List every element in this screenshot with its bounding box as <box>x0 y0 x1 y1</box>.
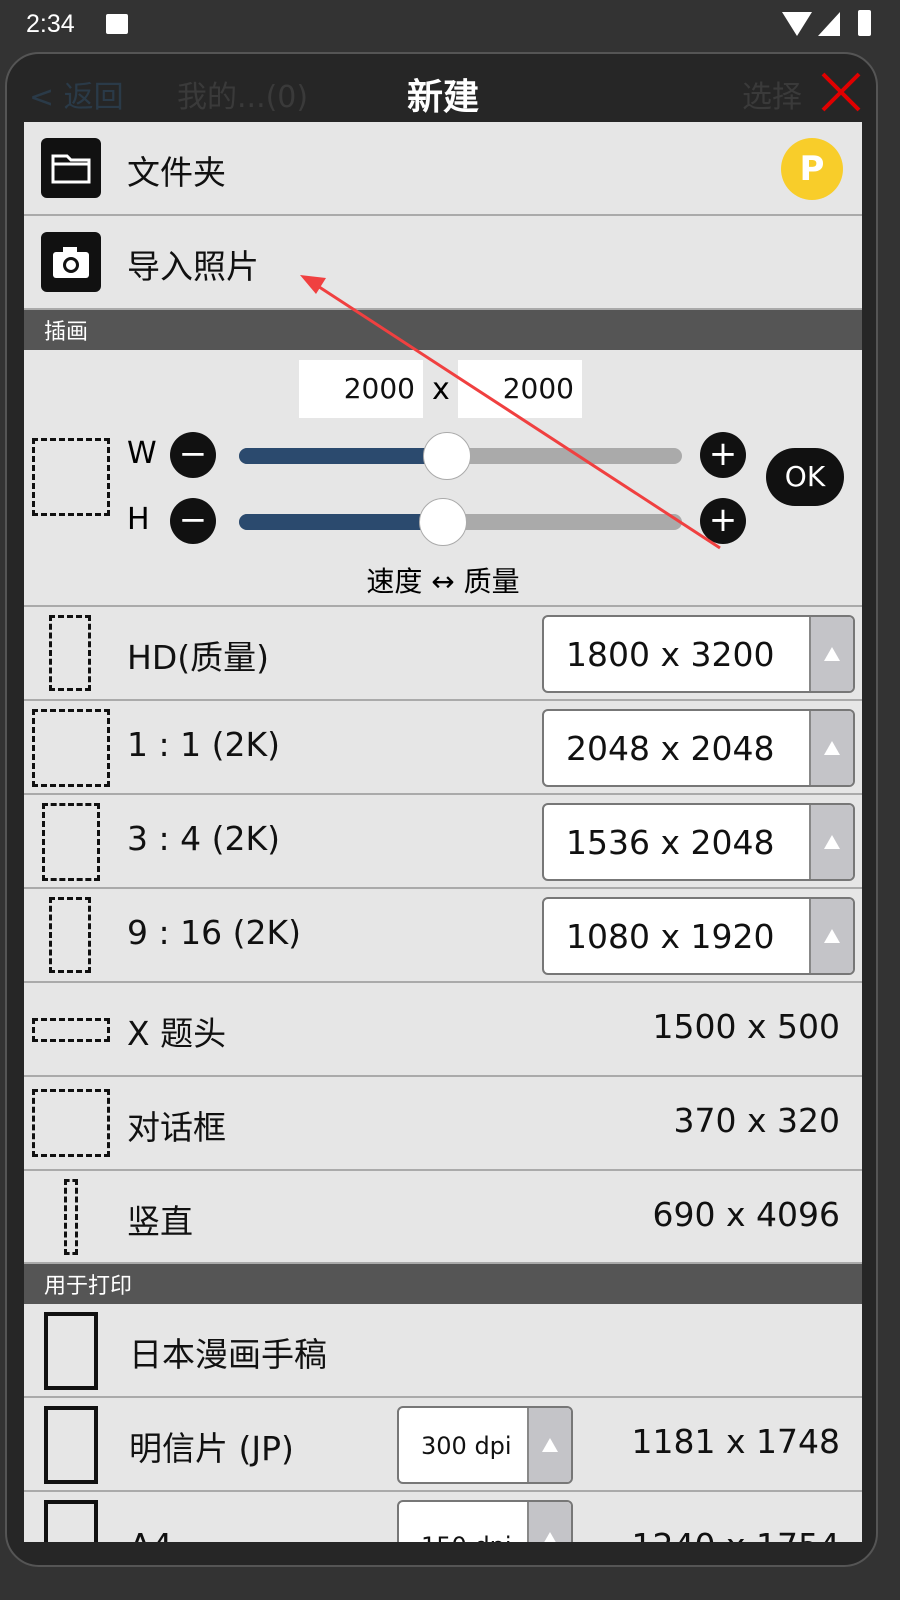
preset-row[interactable]: 9 : 16 (2K) 1080 x 1920 <box>24 889 862 983</box>
width-decrease-button[interactable]: − <box>170 432 216 478</box>
fixed-size-row[interactable]: 竖直 690 x 4096 <box>24 1171 862 1264</box>
status-time: 2:34 <box>26 10 75 38</box>
premium-badge[interactable]: P <box>781 138 843 200</box>
folder-item[interactable]: 文件夹 P <box>24 122 862 216</box>
a4-page-icon <box>44 1500 98 1542</box>
width-input[interactable]: 2000 <box>299 360 423 418</box>
print-size-value: 1181 x 1748 <box>631 1422 840 1461</box>
folder-icon <box>41 138 101 198</box>
vertical-canvas-icon <box>64 1179 78 1255</box>
banner-canvas-icon <box>32 1018 110 1042</box>
custom-size-panel: 2000 x 2000 W − + H − + OK 速度 ↔ 质量 <box>24 350 862 607</box>
fixed-size-value: 370 x 320 <box>673 1101 840 1140</box>
dialog-content: 文件夹 P 导入照片 插画 2000 x 2000 W − + H − + OK <box>24 122 862 1542</box>
portrait-9-16-canvas-icon <box>49 897 91 973</box>
section-print: 用于打印 <box>24 1264 862 1304</box>
close-icon[interactable] <box>819 70 863 114</box>
fixed-size-row[interactable]: X 题头 1500 x 500 <box>24 983 862 1077</box>
dropdown-arrow-icon <box>809 899 853 973</box>
width-increase-button[interactable]: + <box>700 432 746 478</box>
height-decrease-button[interactable]: − <box>170 498 216 544</box>
preset-size-value: 2048 x 2048 <box>566 729 775 768</box>
signal-icon <box>818 12 840 36</box>
preset-size-select[interactable]: 1080 x 1920 <box>542 897 855 975</box>
preset-row[interactable]: HD(质量) 1800 x 3200 <box>24 607 862 701</box>
portrait-canvas-icon <box>49 615 91 691</box>
fixed-size-row[interactable]: 对话框 370 x 320 <box>24 1077 862 1171</box>
width-slider-thumb[interactable] <box>423 432 472 480</box>
status-bar: 2:34 <box>0 0 900 50</box>
fixed-label: X 题头 <box>127 1014 227 1053</box>
preset-size-select[interactable]: 1800 x 3200 <box>542 615 855 693</box>
print-size-value: 1240 x 1754 <box>632 1526 840 1542</box>
print-label: 明信片 (JP) <box>129 1429 294 1468</box>
speed-quality-hint: 速度 ↔ 质量 <box>366 565 520 598</box>
background-back-link: < 返回 <box>29 80 124 115</box>
fixed-label: 对话框 <box>127 1108 226 1147</box>
square-canvas-icon <box>32 709 110 787</box>
preset-size-select[interactable]: 2048 x 2048 <box>542 709 855 787</box>
w-label: W <box>127 436 157 471</box>
portrait-3-4-canvas-icon <box>42 803 100 881</box>
fixed-label: 竖直 <box>127 1202 193 1241</box>
dropdown-arrow-icon <box>809 805 853 879</box>
dialog-canvas-icon <box>32 1089 110 1157</box>
dpi-select[interactable]: 300 dpi <box>397 1406 573 1484</box>
battery-charging-icon <box>858 10 871 36</box>
camera-icon <box>41 232 101 292</box>
preset-row[interactable]: 3 : 4 (2K) 1536 x 2048 <box>24 795 862 889</box>
dpi-select[interactable]: 150 dpi <box>397 1500 573 1542</box>
preset-label: 1 : 1 (2K) <box>127 725 280 764</box>
preset-size-value: 1536 x 2048 <box>566 823 775 862</box>
dropdown-arrow-icon <box>809 711 853 785</box>
times-sign: x <box>432 372 450 407</box>
fixed-size-value: 1500 x 500 <box>652 1007 840 1046</box>
folder-label: 文件夹 <box>127 153 226 192</box>
manga-page-icon <box>44 1312 98 1390</box>
preset-label: 9 : 16 (2K) <box>127 913 301 952</box>
section-illustration: 插画 <box>24 310 862 350</box>
dpi-value: 300 dpi <box>421 1432 512 1460</box>
image-icon <box>106 14 128 34</box>
wifi-icon <box>782 12 812 36</box>
background-select-link: 选择 <box>742 80 802 115</box>
dialog-title: 新建 <box>406 77 479 118</box>
height-input[interactable]: 2000 <box>458 360 582 418</box>
background-title: 我的...(0) <box>177 80 309 115</box>
preset-size-value: 1080 x 1920 <box>566 917 775 956</box>
height-increase-button[interactable]: + <box>700 498 746 544</box>
ok-button[interactable]: OK <box>766 448 844 506</box>
print-label: A4 <box>129 1526 173 1542</box>
dropdown-arrow-icon <box>527 1408 571 1482</box>
preset-label: 3 : 4 (2K) <box>127 819 280 858</box>
preset-label: HD(质量) <box>127 638 269 677</box>
print-row[interactable]: 明信片 (JP) 300 dpi 1181 x 1748 <box>24 1398 862 1492</box>
preset-size-select[interactable]: 1536 x 2048 <box>542 803 855 881</box>
preset-size-value: 1800 x 3200 <box>566 635 775 674</box>
h-label: H <box>127 502 150 537</box>
import-photo-label: 导入照片 <box>127 247 259 286</box>
height-slider-thumb[interactable] <box>418 498 467 546</box>
dropdown-arrow-icon <box>809 617 853 691</box>
import-photo-item[interactable]: 导入照片 <box>24 216 862 310</box>
custom-canvas-preview-icon <box>32 438 110 516</box>
print-label: 日本漫画手稿 <box>129 1335 327 1374</box>
dpi-value: 150 dpi <box>421 1532 512 1542</box>
print-row[interactable]: A4 150 dpi 1240 x 1754 <box>24 1492 862 1542</box>
new-canvas-dialog: < 返回 我的...(0) 选择 新建 文件夹 P 导入照片 插画 2000 x… <box>5 52 878 1567</box>
preset-row[interactable]: 1 : 1 (2K) 2048 x 2048 <box>24 701 862 795</box>
print-row[interactable]: 日本漫画手稿 <box>24 1304 862 1398</box>
postcard-page-icon <box>44 1406 98 1484</box>
fixed-size-value: 690 x 4096 <box>652 1195 840 1234</box>
dropdown-arrow-icon <box>527 1502 571 1542</box>
